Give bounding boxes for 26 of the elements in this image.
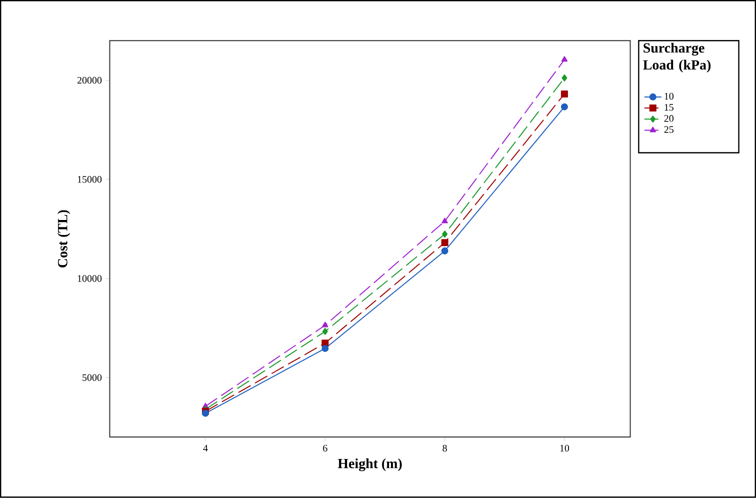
point <box>322 328 328 336</box>
y-axis-title: Cost (TL) <box>57 210 70 268</box>
y-tick-label: 10000 <box>78 275 102 282</box>
legend-label: 10 <box>664 93 674 100</box>
point <box>441 248 448 255</box>
y-tick-label: 20000 <box>77 77 102 84</box>
x-tick-label: 4 <box>203 444 208 452</box>
point <box>560 90 568 98</box>
point <box>441 239 448 246</box>
point <box>560 103 568 110</box>
point <box>561 56 568 62</box>
point <box>322 322 328 328</box>
y-tick-label: 15000 <box>78 176 102 183</box>
point <box>322 345 329 352</box>
point <box>442 218 448 224</box>
x-tick-label: 8 <box>442 444 447 452</box>
y-tick-label: 5000 <box>82 374 102 382</box>
x-tick-label: 6 <box>323 444 328 452</box>
legend-label: 15 <box>664 104 674 111</box>
x-tick-label: 10 <box>560 444 570 452</box>
legend-title: Surcharge Load (kPa) <box>643 42 711 73</box>
point <box>442 230 448 238</box>
legend-label: 20 <box>664 115 674 122</box>
legend-label: 25 <box>664 126 674 134</box>
x-axis-title: Height (m) <box>338 458 402 472</box>
point <box>562 74 568 82</box>
